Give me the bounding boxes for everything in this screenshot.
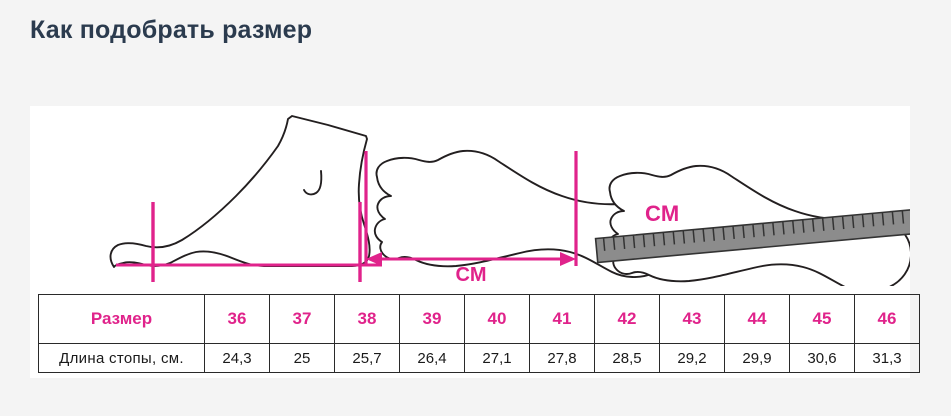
size-cell-39: 39: [399, 294, 465, 344]
ruler-body: [594, 208, 910, 264]
length-cell-45: 30,6: [789, 343, 855, 373]
length-cell-41: 27,8: [529, 343, 595, 373]
foot-ruler-diagram: CM: [594, 164, 910, 286]
measure-arrow-head-right: [560, 252, 576, 266]
sole-measure-label: CM: [455, 264, 486, 286]
ruler-measure-label: CM: [645, 201, 679, 226]
length-cell-46: 31,3: [854, 343, 920, 373]
length-cell-37: 25: [269, 343, 335, 373]
size-cell-43: 43: [659, 294, 725, 344]
size-cell-45: 45: [789, 294, 855, 344]
row-label-size: Размер: [38, 294, 205, 344]
size-cell-36: 36: [204, 294, 270, 344]
size-cell-46: 46: [854, 294, 920, 344]
length-cell-42: 28,5: [594, 343, 660, 373]
page-title: Как подобрать размер: [30, 16, 313, 44]
size-cell-40: 40: [464, 294, 530, 344]
size-cell-44: 44: [724, 294, 790, 344]
ruler: [594, 208, 910, 264]
ruler-ticks: [602, 210, 905, 251]
length-cell-40: 27,1: [464, 343, 530, 373]
foot-measurement-diagrams: CM: [30, 106, 910, 286]
size-cell-42: 42: [594, 294, 660, 344]
ankle-bone-mark: [303, 170, 323, 196]
size-cell-38: 38: [334, 294, 400, 344]
row-label-foot-length: Длина стопы, см.: [38, 343, 205, 373]
length-cell-44: 29,9: [724, 343, 790, 373]
table-row-size: Размер 36 37 38 39 40 41 42 43 44 45 46: [38, 294, 920, 344]
length-cell-43: 29,2: [659, 343, 725, 373]
content-panel: CM: [30, 106, 920, 378]
length-cell-39: 26,4: [399, 343, 465, 373]
size-cell-37: 37: [269, 294, 335, 344]
measure-arrow-head-left: [366, 252, 382, 266]
size-chart-table: Размер 36 37 38 39 40 41 42 43 44 45 46 …: [38, 294, 920, 373]
size-cell-41: 41: [529, 294, 595, 344]
foot-side-outline: [109, 115, 371, 268]
foot-side-view-diagram: [109, 115, 382, 282]
table-row-foot-length: Длина стопы, см. 24,3 25 25,7 26,4 27,1 …: [38, 343, 920, 373]
length-cell-36: 24,3: [204, 343, 270, 373]
length-cell-38: 25,7: [334, 343, 400, 373]
